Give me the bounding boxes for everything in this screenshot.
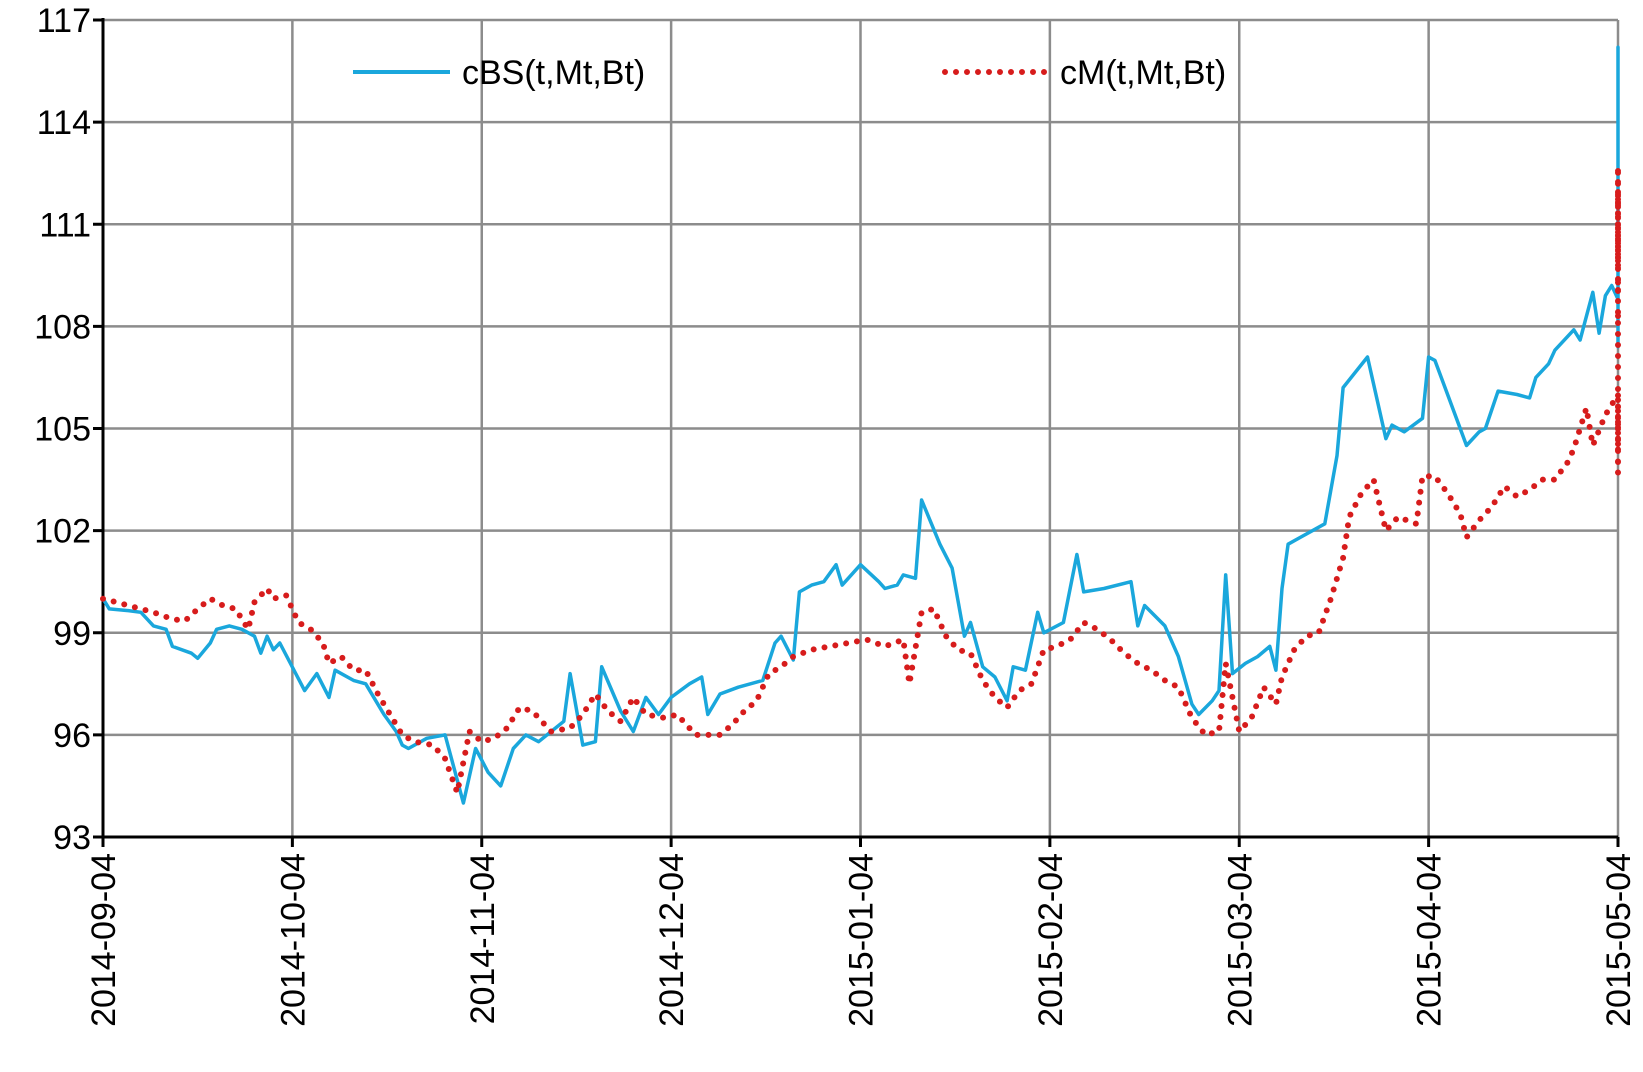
y-tick-label: 117	[37, 2, 91, 40]
legend-label-2: cM(t,Mt,Bt)	[1060, 54, 1226, 92]
y-tick-label: 108	[34, 308, 91, 346]
x-tick-label: 2014-09-04	[85, 853, 123, 1027]
legend-label-1: cBS(t,Mt,Bt)	[462, 54, 645, 92]
x-tick-labels: 2014-09-04 2014-10-04 2014-11-04 2014-12-04…	[85, 853, 1638, 1027]
x-tick-label: 2014-11-04	[464, 853, 502, 1024]
y-tick-label: 114	[37, 104, 91, 142]
x-tick-label: 2015-01-04	[843, 853, 881, 1027]
axes	[93, 18, 1620, 847]
series-lines	[100, 45, 1621, 805]
y-tick-label: 93	[53, 819, 91, 857]
x-tick-label: 2015-03-04	[1221, 853, 1259, 1027]
x-tick-label: 2015-05-04	[1600, 853, 1638, 1027]
y-tick-labels: 93 96 99 102 105 108 111 114 117	[34, 2, 91, 857]
y-tick-label: 111	[39, 206, 91, 244]
y-tick-label: 99	[53, 615, 91, 653]
y-tick-label: 102	[34, 513, 91, 551]
y-tick-label: 105	[34, 411, 91, 449]
x-tick-label: 2014-10-04	[274, 853, 312, 1027]
x-tick-label: 2015-02-04	[1032, 853, 1070, 1027]
series-line-1	[101, 45, 1620, 805]
x-tick-label: 2014-12-04	[653, 853, 691, 1027]
legend: cBS(t,Mt,Bt) cM(t,Mt,Bt)	[353, 54, 1226, 92]
x-tick-label: 2015-04-04	[1411, 853, 1449, 1027]
series-line-2	[100, 163, 1621, 796]
y-tick-label: 96	[53, 717, 91, 755]
